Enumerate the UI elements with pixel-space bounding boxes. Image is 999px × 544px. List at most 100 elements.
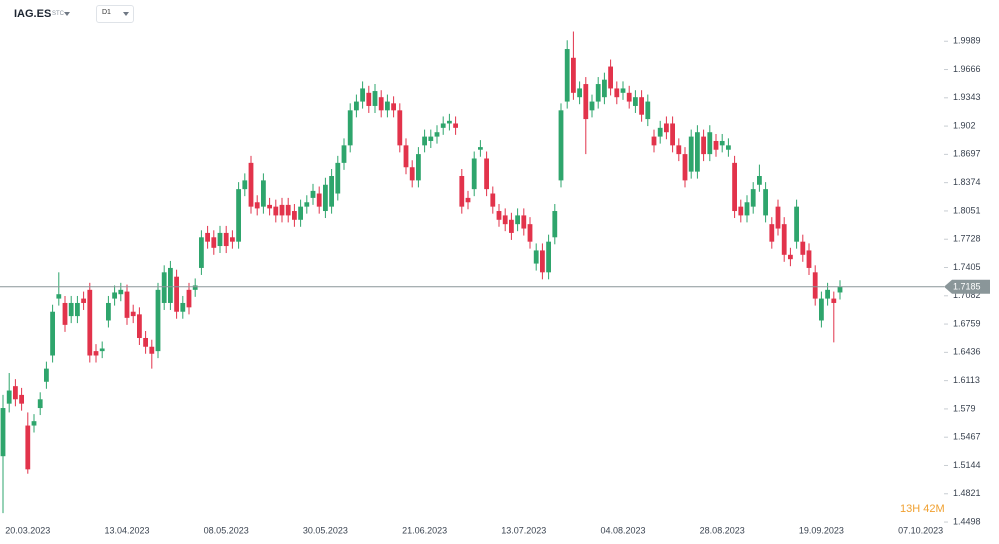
- candle-body: [589, 101, 595, 111]
- candle-body: [707, 132, 713, 155]
- candle-body: [372, 91, 378, 106]
- candle-body: [354, 101, 359, 111]
- current-price-tag: [944, 279, 990, 294]
- x-tick-label: 13.07.2023: [501, 525, 546, 535]
- y-tick-label: 1.902: [953, 120, 976, 130]
- candle-body: [168, 267, 173, 303]
- candle-body: [124, 291, 130, 318]
- candle-body: [31, 421, 37, 426]
- candle-body: [521, 215, 527, 229]
- y-tick-label: 1.9666: [953, 64, 981, 74]
- candle-body: [496, 211, 502, 220]
- candle-body: [763, 189, 768, 216]
- candle-body: [230, 237, 235, 242]
- candle-body: [360, 88, 365, 102]
- candle-body: [583, 84, 589, 120]
- candle-body: [769, 224, 775, 242]
- x-tick-label: 30.05.2023: [303, 525, 348, 535]
- timeframe-dropdown[interactable]: [123, 12, 129, 16]
- candle-body: [199, 237, 204, 268]
- y-tick-label: 1.7728: [953, 234, 981, 244]
- timeframe: D1: [102, 9, 111, 16]
- candle-body: [261, 180, 266, 207]
- symbol[interactable]: IAG.ES: [14, 8, 52, 20]
- candle-body: [695, 132, 700, 172]
- candle-body: [106, 302, 111, 321]
- x-tick-label: 21.06.2023: [402, 525, 447, 535]
- candle-body: [37, 399, 43, 409]
- candle-body: [335, 162, 341, 194]
- candle-body: [484, 158, 489, 190]
- x-tick-label: 13.04.2023: [104, 525, 149, 535]
- candle-body: [416, 154, 421, 181]
- candle-body: [608, 66, 613, 89]
- candle-body: [385, 101, 390, 111]
- candle-body: [490, 193, 496, 207]
- candle-body: [676, 145, 682, 155]
- candle-body: [564, 49, 570, 102]
- candle-body: [366, 92, 372, 106]
- candle-body: [806, 250, 812, 268]
- y-tick-label: 1.9343: [953, 92, 981, 102]
- chart-header: IAG.ES STC D1: [0, 0, 999, 26]
- candle-body: [155, 289, 161, 352]
- candle-body: [750, 189, 756, 207]
- symbol-dropdown[interactable]: [64, 12, 70, 16]
- candle-body: [409, 167, 415, 181]
- candle-body: [775, 206, 781, 229]
- candle-body: [236, 189, 241, 242]
- candle-body: [323, 184, 328, 212]
- candle-body: [819, 298, 824, 321]
- candle-body: [726, 145, 731, 150]
- candle-body: [130, 311, 136, 317]
- candle-body: [645, 101, 651, 120]
- candle-body: [397, 110, 403, 146]
- candle-body: [713, 140, 719, 150]
- candle-body: [6, 390, 12, 404]
- candle-body: [440, 123, 446, 128]
- candle-body: [161, 272, 167, 303]
- candle-body: [87, 289, 93, 356]
- y-tick-label: 1.579: [953, 403, 976, 413]
- candle-body: [533, 250, 539, 264]
- candle-body: [657, 127, 663, 137]
- candle-body: [664, 123, 669, 133]
- candle-body: [651, 136, 657, 146]
- candle-body: [812, 272, 818, 299]
- candle-body: [341, 145, 347, 163]
- candle-body: [602, 79, 607, 98]
- candle-body: [316, 193, 322, 207]
- y-tick-label: 1.8697: [953, 149, 981, 159]
- x-tick-label: 20.03.2023: [5, 525, 50, 535]
- candle-body: [292, 211, 297, 220]
- y-tick-label: 1.6759: [953, 318, 981, 328]
- candle-body: [192, 285, 198, 290]
- candle-body: [248, 162, 254, 207]
- candle-body: [223, 232, 229, 247]
- candle-body: [825, 289, 830, 299]
- candle-body: [298, 206, 303, 220]
- candle-body: [614, 88, 620, 98]
- candle-body: [639, 97, 644, 115]
- countdown: 13H 42M: [900, 503, 945, 515]
- candle-body: [502, 215, 508, 225]
- candle-body: [254, 202, 260, 209]
- candle-body: [50, 311, 55, 356]
- y-tick-label: 1.6113: [953, 375, 980, 385]
- y-tick-label: 1.4821: [953, 488, 981, 498]
- candle-body: [670, 123, 675, 146]
- candle-body: [471, 158, 477, 190]
- candle-body: [688, 136, 694, 172]
- candle-body: [391, 103, 396, 111]
- y-tick-label: 1.9989: [953, 36, 981, 46]
- timeframe-selector[interactable]: D1: [96, 5, 134, 23]
- candle-body: [403, 145, 409, 168]
- candle-body: [211, 237, 217, 248]
- candle-body: [620, 88, 626, 93]
- candle-body: [800, 241, 806, 255]
- current-price-label: 1.7185: [953, 282, 981, 292]
- x-tick-label: 04.08.2023: [600, 525, 645, 535]
- y-tick-label: 1.8374: [953, 177, 981, 187]
- candle-body: [285, 204, 291, 216]
- candle-body: [267, 204, 272, 209]
